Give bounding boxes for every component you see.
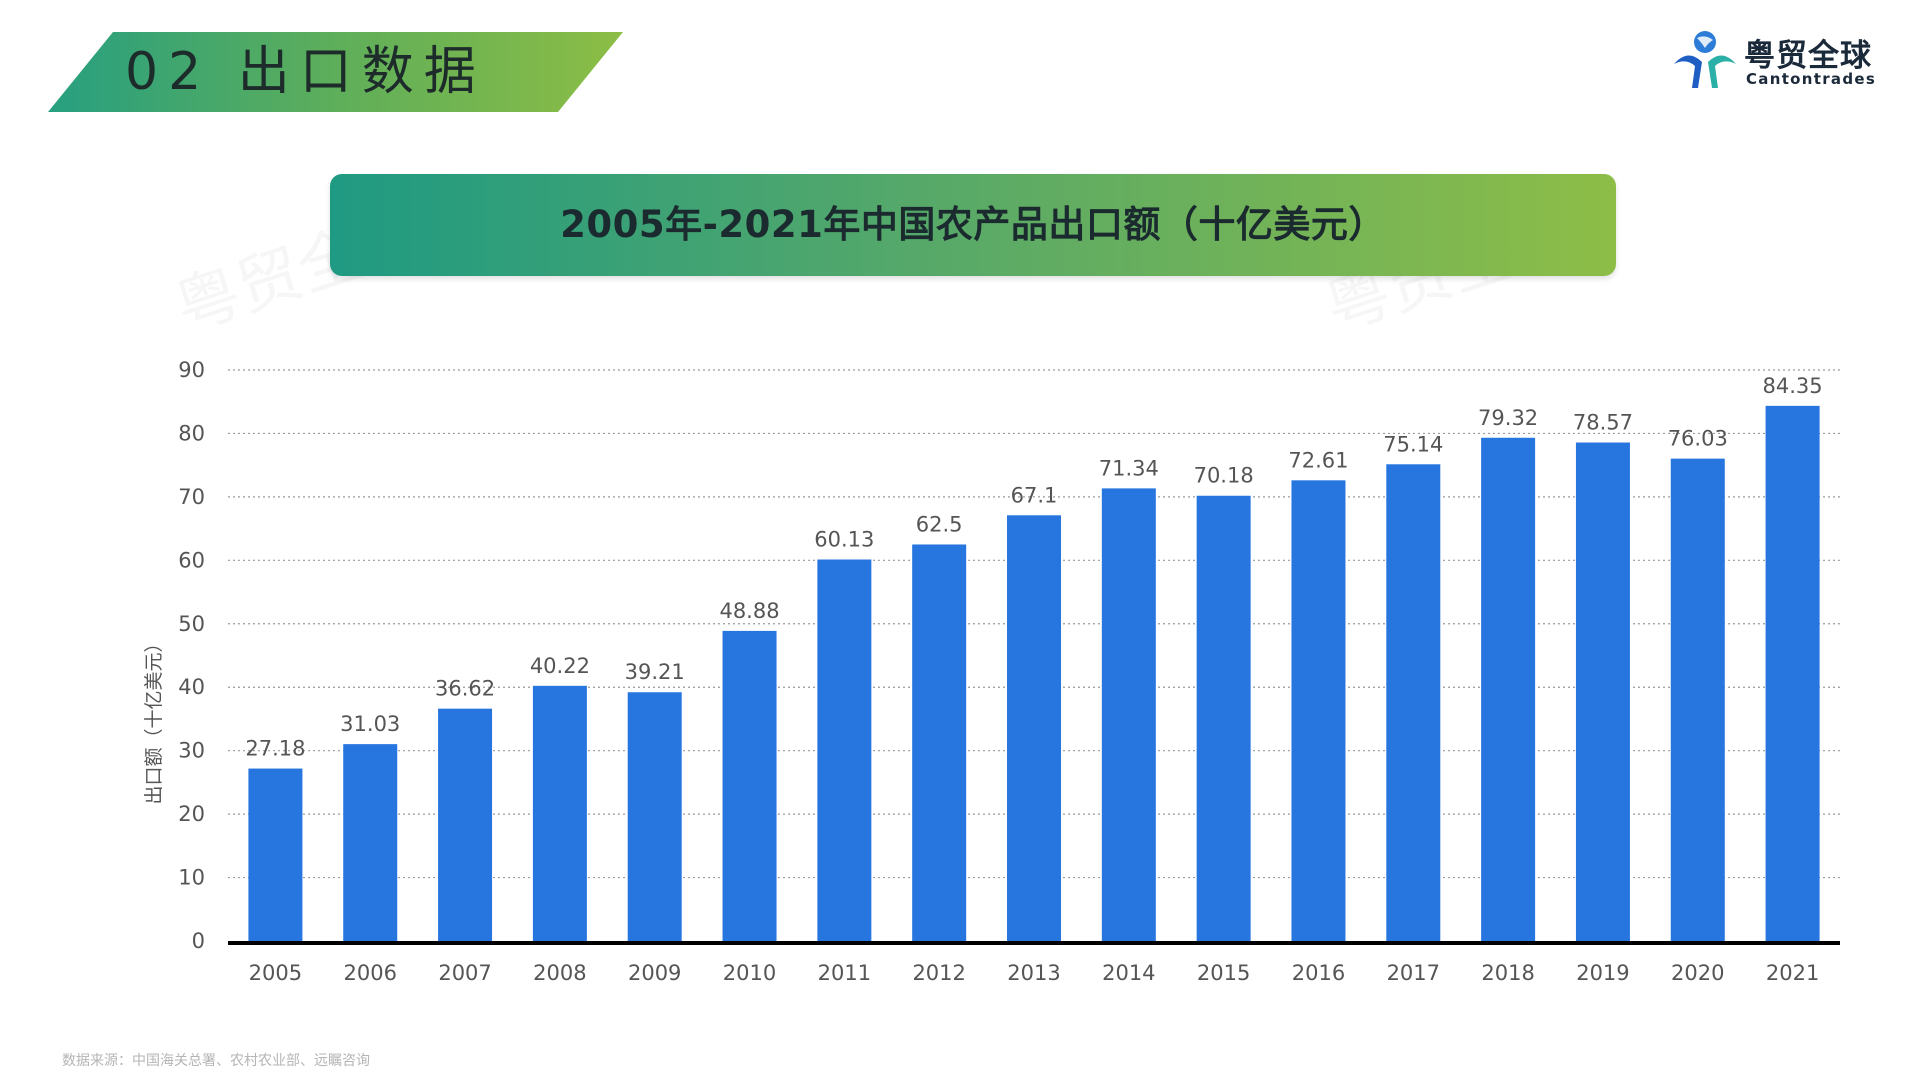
bar-value-label: 84.35 (1763, 374, 1823, 398)
y-tick-label: 80 (178, 421, 205, 445)
bar-value-label: 71.34 (1099, 456, 1159, 480)
x-tick-label: 2012 (912, 961, 965, 985)
bar (1386, 464, 1441, 941)
bar-value-label: 70.18 (1194, 464, 1254, 488)
bar (1291, 480, 1346, 941)
bar (248, 768, 303, 941)
bar (1575, 442, 1630, 941)
x-tick-label: 2016 (1292, 961, 1345, 985)
y-tick-label: 0 (192, 929, 205, 953)
bar-value-label: 48.88 (719, 599, 779, 623)
chart-title-banner: 2005年-2021年中国农产品出口额（十亿美元） (330, 174, 1616, 276)
chart-title: 2005年-2021年中国农产品出口额（十亿美元） (560, 203, 1386, 246)
bar (343, 744, 398, 941)
bar (532, 685, 587, 941)
bar (1670, 458, 1725, 941)
bar-value-label: 79.32 (1478, 406, 1538, 430)
section-header-band (48, 32, 623, 112)
x-tick-label: 2007 (438, 961, 491, 985)
brand-logo: 粤贸全球 Cantontrades (1668, 28, 1878, 92)
x-tick-label: 2019 (1576, 961, 1629, 985)
bar (817, 559, 872, 941)
y-axis-label: 出口额（十亿美元） (143, 633, 165, 804)
x-tick-label: 2015 (1197, 961, 1250, 985)
bar-value-label: 39.21 (625, 660, 685, 684)
bar-value-label: 36.62 (435, 677, 495, 701)
y-axis-ticks: 0 10 20 30 40 50 60 70 80 90 (178, 358, 205, 953)
y-tick-label: 50 (178, 612, 205, 636)
x-axis-ticks: 2005 2006 2007 2008 2009 2010 2011 2012 2013 2014… (249, 961, 1820, 985)
section-header-title: 02 出口数据 (125, 42, 486, 102)
bar-value-label: 27.18 (245, 737, 305, 761)
bar-value-label: 62.5 (916, 512, 963, 536)
bar (1765, 405, 1820, 942)
x-tick-label: 2005 (249, 961, 302, 985)
x-tick-label: 2020 (1671, 961, 1724, 985)
bar-value-label: 76.03 (1668, 427, 1728, 451)
bar-value-label: 75.14 (1383, 432, 1443, 456)
x-tick-label: 2014 (1102, 961, 1155, 985)
bar-value-label: 78.57 (1573, 411, 1633, 435)
logo-name-en: Cantontrades (1746, 70, 1877, 88)
logo-mark-icon (1674, 31, 1736, 88)
x-tick-label: 2018 (1481, 961, 1534, 985)
chart-value-labels: 27.18 31.03 36.62 40.22 39.21 48.88 60.13 62.5 6… (245, 374, 1822, 761)
x-tick-label: 2011 (818, 961, 871, 985)
y-tick-label: 70 (178, 485, 205, 509)
y-tick-label: 40 (178, 675, 205, 699)
x-tick-label: 2017 (1387, 961, 1440, 985)
bar (912, 544, 967, 941)
y-tick-label: 10 (178, 866, 205, 890)
bar-value-label: 72.61 (1288, 448, 1348, 472)
x-tick-label: 2009 (628, 961, 681, 985)
bar-value-label: 31.03 (340, 712, 400, 736)
bar (438, 708, 493, 941)
y-tick-label: 20 (178, 802, 205, 826)
chart-bars (248, 405, 1820, 942)
logo-name-cn: 粤贸全球 (1744, 38, 1872, 74)
bar (722, 630, 777, 941)
bar-value-label: 67.1 (1011, 483, 1058, 507)
bar-value-label: 40.22 (530, 654, 590, 678)
y-tick-label: 60 (178, 548, 205, 572)
x-tick-label: 2008 (533, 961, 586, 985)
x-tick-label: 2010 (723, 961, 776, 985)
bar (1007, 515, 1061, 941)
y-tick-label: 30 (178, 739, 205, 763)
x-tick-label: 2021 (1766, 961, 1819, 985)
x-tick-label: 2006 (344, 961, 397, 985)
bar (1481, 437, 1536, 941)
x-tick-label: 2013 (1007, 961, 1060, 985)
data-source-note: 数据来源：中国海关总署、农村农业部、远瞩咨询 (62, 1053, 370, 1069)
y-tick-label: 90 (178, 358, 205, 382)
bar (1101, 488, 1156, 941)
bar (1196, 495, 1251, 941)
bar (627, 692, 682, 941)
bar-value-label: 60.13 (814, 528, 874, 552)
